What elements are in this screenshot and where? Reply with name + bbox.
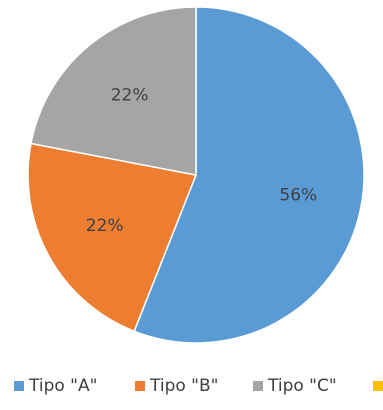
slice-data-label-3: 22% xyxy=(111,86,149,106)
slice-data-label-2: 22% xyxy=(86,216,124,236)
pie-slices xyxy=(27,6,365,344)
legend-label-3: Tipo "C" xyxy=(267,376,337,396)
pie-slice-2 xyxy=(27,142,198,333)
legend-swatch-2 xyxy=(135,381,145,391)
legend: Tipo "A" Tipo "B" Tipo "C" xyxy=(14,376,383,396)
legend-label-2: Tipo "B" xyxy=(149,376,218,396)
legend-swatch-4 xyxy=(373,381,383,391)
slice-data-label-1: 56% xyxy=(279,186,317,206)
legend-swatch-3 xyxy=(253,381,263,391)
legend-label-1: Tipo "A" xyxy=(28,376,97,396)
pie-slice-1 xyxy=(133,6,365,344)
pie-slice-3 xyxy=(30,6,197,176)
pie-slice-labels: 56% 22% 22% xyxy=(86,86,317,237)
legend-swatch-1 xyxy=(14,381,24,391)
